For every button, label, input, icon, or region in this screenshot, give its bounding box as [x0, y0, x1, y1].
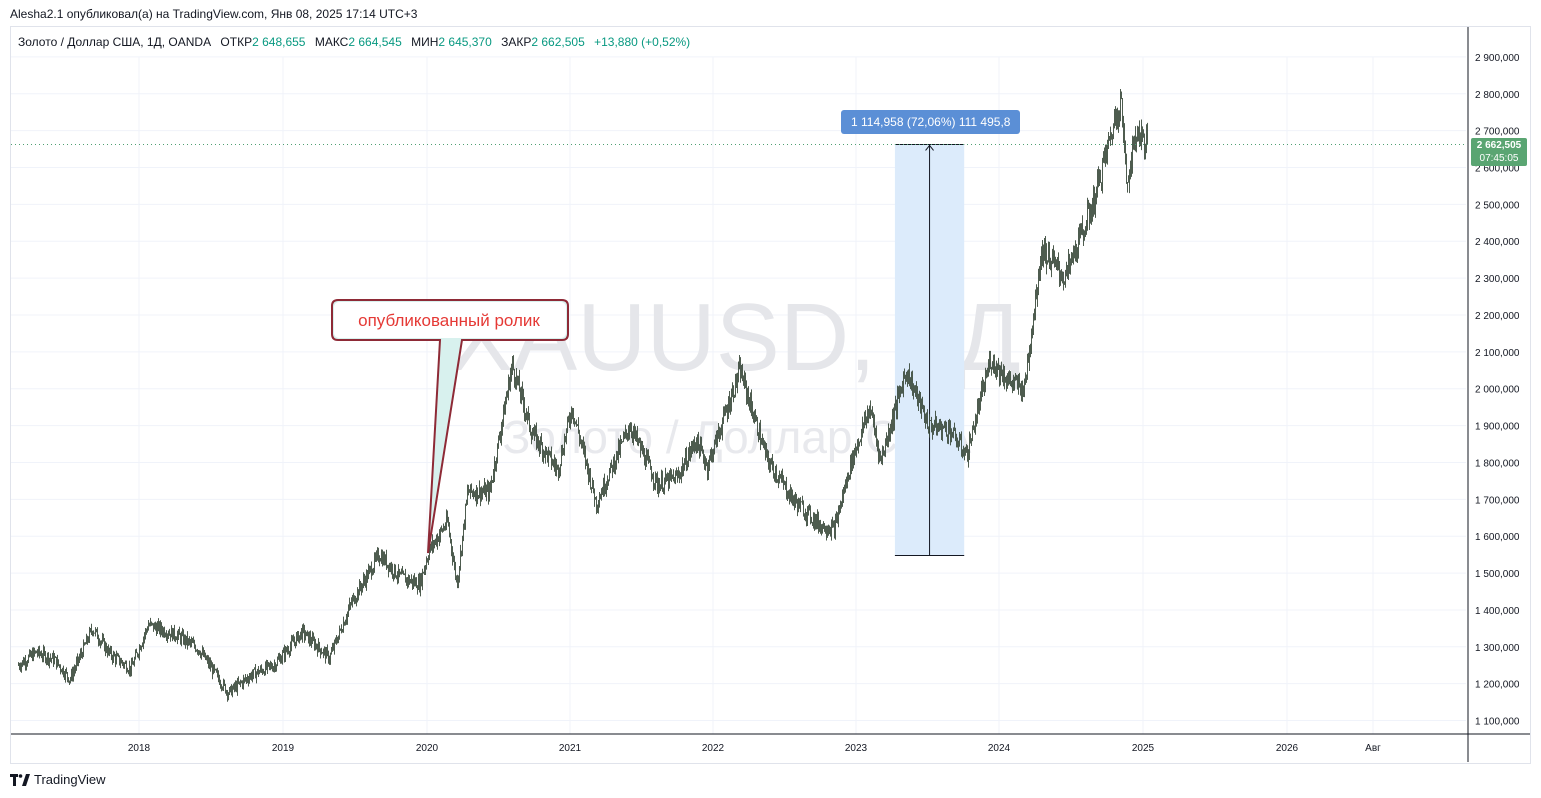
price-tick-label: 2 900,000	[1475, 53, 1520, 64]
open-value: 2 648,655	[252, 35, 306, 49]
low-value: 2 645,370	[438, 35, 492, 49]
price-tick-label: 2 600,000	[1475, 164, 1520, 175]
time-tick-label: 2021	[559, 743, 582, 754]
price-tick-label: 1 700,000	[1475, 495, 1520, 506]
symbol-name: Золото / Доллар США, 1Д, OANDA	[18, 35, 212, 49]
high-value: 2 664,545	[348, 35, 402, 49]
publication-caption: Alesha2.1 опубликовал(а) на TradingView.…	[10, 7, 418, 21]
price-tick-label: 2 000,000	[1475, 385, 1520, 396]
bar-countdown: 07:45:05	[1479, 153, 1519, 164]
time-tick-label: 2023	[845, 743, 868, 754]
callout-text-bg	[334, 302, 566, 338]
price-axis: 1 100,000 1 200,000 1 300,000 1 400,000 1 50…	[1467, 27, 1520, 762]
measure-arrow-head	[925, 144, 934, 151]
close-label: ЗАКР	[501, 35, 532, 49]
price-tick-label: 1 500,000	[1475, 569, 1520, 580]
price-tick-label: 1 900,000	[1475, 422, 1520, 433]
time-axis: 2018 2019 2020 2021 2022 2023 2024 2025 2026 Авг	[11, 733, 1530, 754]
time-tick-label: 2026	[1276, 743, 1299, 754]
time-tick-label: 2025	[1132, 743, 1155, 754]
price-tick-label: 1 100,000	[1475, 717, 1520, 728]
close-value: 2 662,505	[531, 35, 585, 49]
time-tick-label: 2024	[988, 743, 1011, 754]
price-series	[18, 89, 1148, 702]
price-tick-label: 2 200,000	[1475, 311, 1520, 322]
tradingview-logo[interactable]: TradingView	[10, 772, 106, 787]
price-tick-label: 1 600,000	[1475, 532, 1520, 543]
price-tick-label: 1 200,000	[1475, 680, 1520, 691]
tradingview-brand: TradingView	[34, 772, 106, 787]
time-tick-label: 2018	[128, 743, 151, 754]
price-tick-label: 2 700,000	[1475, 127, 1520, 138]
time-tick-label: 2022	[702, 743, 725, 754]
price-tick-label: 1 400,000	[1475, 606, 1520, 617]
high-label: МАКС	[314, 35, 349, 49]
price-tick-label: 2 100,000	[1475, 348, 1520, 359]
last-price-value: 2 662,505	[1476, 140, 1522, 151]
price-tick-label: 1 800,000	[1475, 458, 1520, 469]
chart-frame	[10, 26, 1531, 764]
time-tick-label: 2019	[272, 743, 295, 754]
callout-text: опубликованный ролик	[358, 311, 540, 330]
symbol-info-bar[interactable]: Золото / Доллар США, 1Д, OANDA ОТКР2 648…	[18, 35, 690, 49]
range-measure-label[interactable]: 1 114,958 (72,06%) 111 495,8	[841, 110, 1021, 134]
price-tick-label: 2 800,000	[1475, 90, 1520, 101]
open-label: ОТКР	[220, 35, 253, 49]
price-tick-label: 2 500,000	[1475, 200, 1520, 211]
tradingview-logo-icon	[10, 773, 30, 786]
time-tick-label: 2020	[416, 743, 439, 754]
low-label: МИН	[411, 35, 439, 49]
annotation-callout: опубликованный ролик	[331, 299, 569, 554]
price-tick-label: 1 300,000	[1475, 643, 1520, 654]
chart-grid	[11, 56, 1466, 734]
time-tick-label: Авг	[1365, 743, 1381, 754]
range-measure-tool	[894, 143, 965, 557]
price-tick-label: 2 400,000	[1475, 237, 1520, 248]
last-price-tag: 2 662,505 07:45:05	[1471, 138, 1527, 166]
change-value: +13,880 (+0,52%)	[594, 35, 691, 49]
price-tick-label: 2 300,000	[1475, 274, 1520, 285]
